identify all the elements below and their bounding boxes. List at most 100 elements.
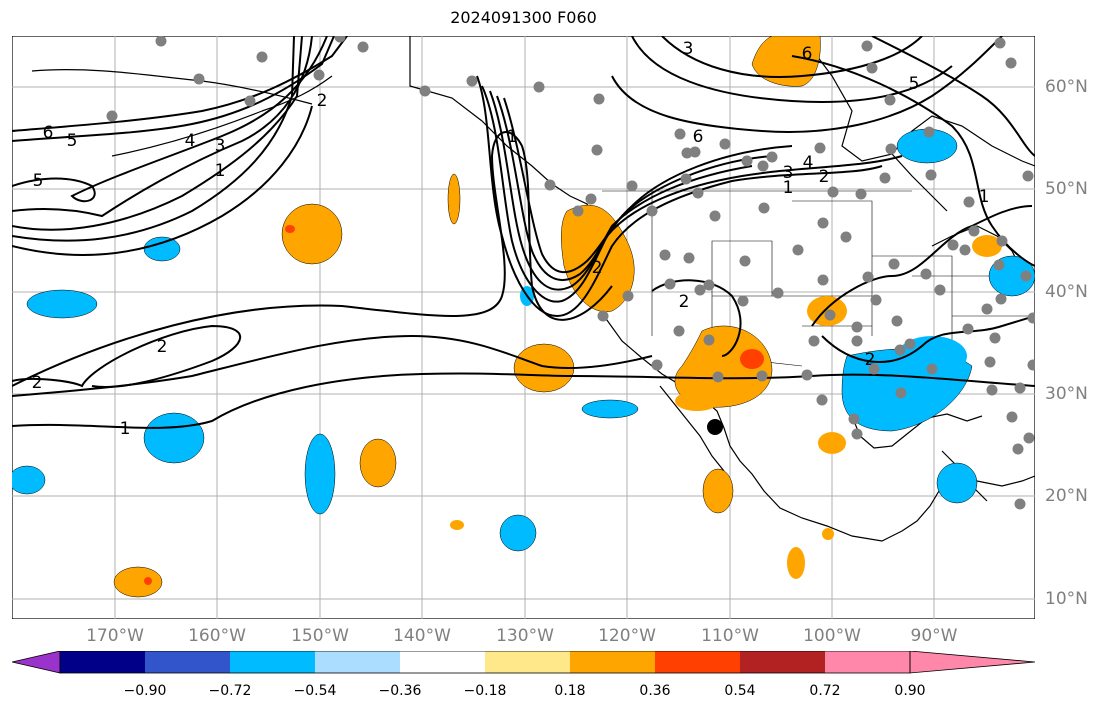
contour-label: 6 bbox=[43, 123, 54, 143]
warm-anomaly-patch bbox=[972, 235, 1002, 257]
cold-anomaly-patch bbox=[26, 289, 98, 319]
longitude-label: 160°W bbox=[188, 626, 246, 646]
contour-line bbox=[661, 36, 923, 78]
contour-line bbox=[12, 105, 313, 256]
contour-label: 1 bbox=[215, 161, 226, 181]
contour-line bbox=[496, 95, 773, 282]
contour-line bbox=[631, 36, 953, 103]
colorbar-segment bbox=[400, 651, 485, 673]
colorbar-segment bbox=[60, 651, 145, 673]
location-marker bbox=[707, 419, 723, 435]
colorbar-tick-label: 0.72 bbox=[809, 683, 841, 699]
warm-anomaly-patch bbox=[281, 203, 343, 265]
contour-label: 1 bbox=[120, 419, 131, 439]
longitude-label: 100°W bbox=[803, 626, 861, 646]
colorbar-upper-extension bbox=[909, 651, 1035, 674]
latitude-label: 30°N bbox=[1045, 384, 1088, 404]
cold-anomaly-patch bbox=[304, 433, 336, 515]
colorbar-lower-extension bbox=[12, 651, 61, 674]
contour-label: 2 bbox=[317, 91, 328, 111]
contour-label: 4 bbox=[185, 131, 196, 151]
contour-label: 3 bbox=[683, 39, 694, 59]
warm-anomaly-patch bbox=[702, 468, 734, 514]
longitude-label: 130°W bbox=[496, 626, 554, 646]
colorbar-tick-label: −0.72 bbox=[208, 683, 252, 699]
contour-labels: 6 5 5 4 3 2 1 2 2 1 2 3 6 3 4 2 1 5 6 2 … bbox=[32, 39, 990, 439]
longitude-label: 120°W bbox=[598, 626, 656, 646]
contour-line bbox=[12, 36, 348, 132]
contour-line bbox=[12, 131, 613, 387]
colorbar-tick-label: −0.54 bbox=[293, 683, 337, 699]
warm-anomaly-patch bbox=[787, 547, 805, 579]
longitude-label: 140°W bbox=[393, 626, 451, 646]
contour-label: 4 bbox=[803, 153, 814, 173]
contour-line bbox=[12, 36, 303, 231]
warm-anomaly-patch bbox=[359, 438, 397, 488]
hot-anomaly-core bbox=[285, 225, 295, 233]
colorbar-tick-label: 0.36 bbox=[639, 683, 671, 699]
colorbar-tick-label: −0.90 bbox=[123, 683, 167, 699]
contour-line bbox=[871, 36, 1035, 157]
contour-label: 1 bbox=[507, 127, 518, 147]
colorbar-outline bbox=[59, 651, 911, 674]
contour-label: 1 bbox=[783, 178, 794, 198]
longitude-label: 150°W bbox=[291, 626, 349, 646]
contour-line bbox=[481, 85, 903, 303]
contour-label: 1 bbox=[979, 187, 990, 207]
contour-label: 2 bbox=[819, 167, 830, 187]
contour-label: 2 bbox=[679, 292, 690, 312]
colorbar-tick-label: 0.54 bbox=[724, 683, 756, 699]
hot-anomaly-core bbox=[144, 577, 152, 585]
colorbar-segment bbox=[145, 651, 230, 673]
warm-anomaly-patch bbox=[450, 520, 464, 530]
contour-line bbox=[12, 36, 328, 203]
colorbar-tick-label: 0.18 bbox=[554, 683, 586, 699]
contour-label: 2 bbox=[865, 350, 876, 370]
colorbar-tick-label: 0.90 bbox=[894, 683, 926, 699]
colorbar-segment bbox=[230, 651, 315, 673]
latitude-label: 10°N bbox=[1045, 589, 1088, 609]
warm-anomaly-patch bbox=[447, 173, 461, 225]
contour-label: 2 bbox=[157, 337, 168, 357]
latitude-label: 20°N bbox=[1045, 486, 1088, 506]
cold-anomaly-patch bbox=[143, 236, 181, 262]
warm-anomaly-patch bbox=[818, 432, 846, 454]
colorbar-tick-label: −0.36 bbox=[378, 683, 422, 699]
warm-anomaly-patch bbox=[561, 204, 635, 313]
colorbar-tick-label: −0.18 bbox=[463, 683, 507, 699]
longitude-label: 170°W bbox=[86, 626, 144, 646]
contour-label: 5 bbox=[33, 171, 44, 191]
colorbar-segment bbox=[740, 651, 825, 673]
cold-anomaly-patch bbox=[143, 412, 205, 464]
colorbar bbox=[12, 651, 1035, 674]
colorbar-segment bbox=[825, 651, 910, 673]
contour-line bbox=[821, 315, 1035, 363]
map-panel: 6 5 5 4 3 2 1 2 2 1 2 3 6 3 4 2 1 5 6 2 … bbox=[12, 36, 1035, 619]
contour-line bbox=[12, 36, 335, 142]
contour-label: 3 bbox=[215, 136, 226, 156]
colorbar-segment bbox=[655, 651, 740, 673]
map-title: 2024091300 F060 bbox=[450, 8, 597, 27]
warm-anomaly-patch bbox=[113, 566, 163, 598]
contour-label: 6 bbox=[693, 127, 704, 147]
warm-anomaly-patch bbox=[675, 391, 719, 411]
contour-label: 2 bbox=[592, 258, 603, 278]
contour-line bbox=[12, 334, 653, 397]
latitude-label: 50°N bbox=[1045, 179, 1088, 199]
contour-line bbox=[12, 324, 242, 388]
cold-anomaly-patch bbox=[499, 514, 537, 552]
contour-line bbox=[791, 55, 1035, 267]
contour-line bbox=[476, 75, 883, 318]
colorbar-segment bbox=[570, 651, 655, 673]
station-markers bbox=[106, 36, 1035, 510]
contour-line bbox=[12, 36, 295, 242]
longitude-label: 110°W bbox=[701, 626, 759, 646]
warm-anomaly-patch bbox=[751, 36, 821, 87]
contour-line bbox=[611, 36, 1003, 133]
contour-label: 3 bbox=[783, 163, 794, 183]
contour-label: 5 bbox=[67, 131, 78, 151]
warm-anomaly-patch bbox=[822, 528, 834, 540]
hot-anomaly-core bbox=[740, 349, 764, 369]
contour-label: 6 bbox=[802, 44, 813, 64]
longitude-label: 90°W bbox=[910, 626, 958, 646]
